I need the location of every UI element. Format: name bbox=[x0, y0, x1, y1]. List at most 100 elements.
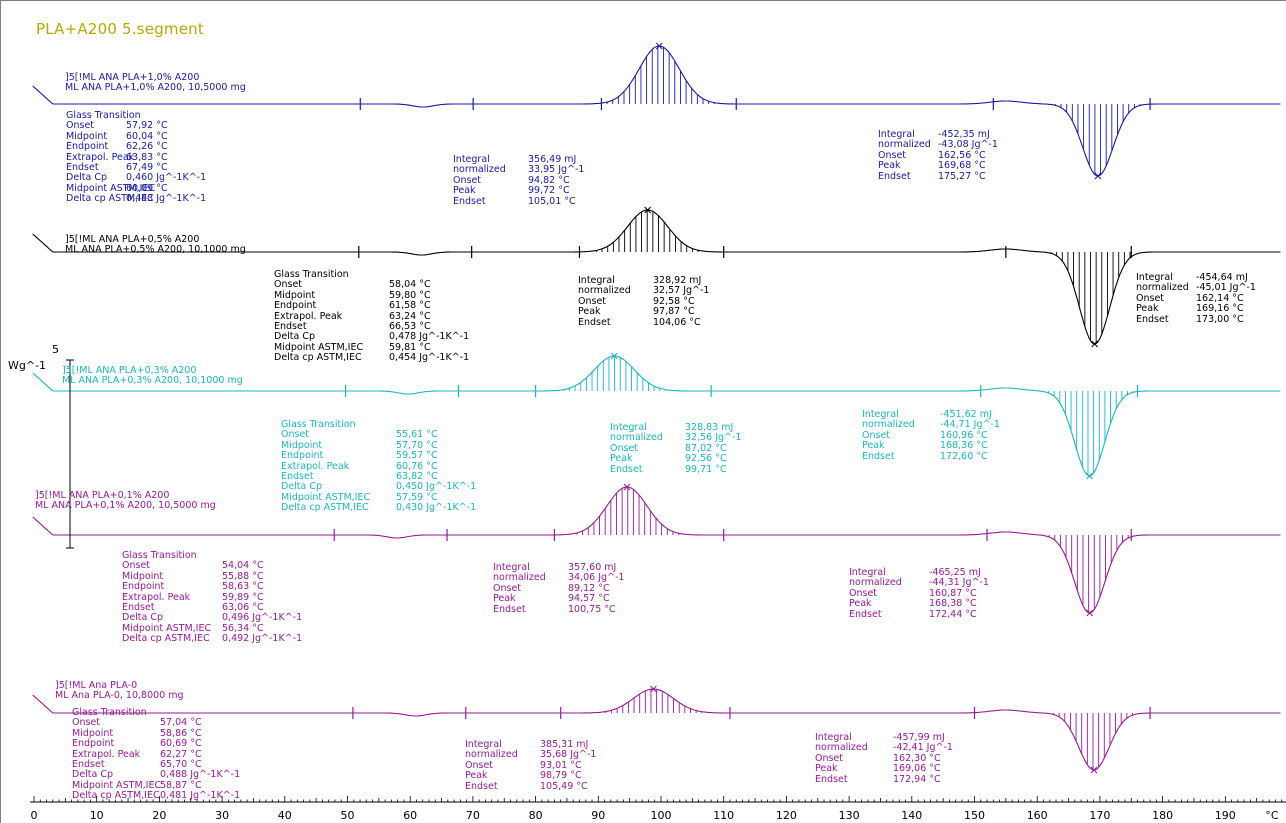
block-row: Endset 99,71 °C bbox=[610, 463, 741, 475]
row-value: -452,35 mJ bbox=[938, 129, 990, 140]
row-value: -451,62 mJ bbox=[940, 409, 992, 420]
block-row: Extrapol. Peak 63,83 °C bbox=[66, 152, 206, 163]
row-value: 357,60 mJ bbox=[568, 562, 617, 573]
row-key: Endset bbox=[878, 170, 911, 182]
glass-transition-block: Glass Transition Onset 58,04 °C Midpoint 59,… bbox=[274, 269, 469, 364]
block-row: Endset 104,06 °C bbox=[578, 317, 709, 328]
x-tick-label: 70 bbox=[466, 809, 480, 822]
row-key: Onset bbox=[578, 295, 607, 307]
row-value: 168,36 °C bbox=[940, 440, 988, 452]
block-row: Onset 160,87 °C bbox=[849, 587, 989, 599]
row-key: Peak bbox=[849, 598, 872, 610]
block-row: Endset 175,27 °C bbox=[878, 170, 998, 182]
block-row: Endpoint 61,58 °C bbox=[274, 300, 469, 311]
row-key: Endset bbox=[493, 603, 526, 615]
row-value: 160,87 °C bbox=[929, 587, 977, 599]
row-value: 92,58 °C bbox=[653, 295, 695, 307]
row-key: Integral bbox=[453, 154, 490, 165]
row-key: Endset bbox=[66, 162, 99, 174]
row-key: Onset bbox=[862, 429, 891, 441]
curve-sample: ML ANA PLA+0,3% A200, 10,1000 mg bbox=[62, 375, 243, 387]
peak-marker bbox=[655, 42, 663, 50]
row-value: 66,53 °C bbox=[389, 321, 431, 333]
row-value: 60,76 °C bbox=[396, 460, 438, 472]
block-header: Glass Transition bbox=[66, 110, 141, 121]
block-row: Midpoint 58,86 °C bbox=[72, 728, 240, 739]
row-key: Endset bbox=[610, 463, 643, 475]
row-value: 175,27 °C bbox=[938, 170, 986, 182]
block-row: Peak 168,38 °C bbox=[849, 598, 989, 610]
block-row: Peak 168,36 °C bbox=[862, 440, 1000, 452]
block-row: Endpoint 59,57 °C bbox=[281, 450, 476, 462]
curve-sample: ML ANA PLA+1,0% A200, 10,5000 mg bbox=[65, 82, 246, 94]
block-header: Glass Transition bbox=[281, 419, 356, 430]
block-row: Endset 100,75 °C bbox=[493, 603, 624, 615]
row-key: Integral bbox=[849, 567, 886, 578]
peak-marker bbox=[1086, 472, 1093, 480]
block-row: Endset 63,06 °C bbox=[122, 602, 302, 613]
x-tick-label: 90 bbox=[591, 809, 605, 822]
block-row: Onset 162,30 °C bbox=[815, 752, 953, 764]
row-key: Midpoint ASTM,IEC bbox=[281, 491, 371, 503]
block-row: Midpoint ASTM,IEC 59,81 °C bbox=[274, 342, 469, 353]
block-row: Integral 356,49 mJ bbox=[453, 154, 584, 165]
block-row: Delta Cp 0,488 Jg^-1K^-1 bbox=[72, 770, 240, 781]
block-row: normalized 35,68 Jg^-1 bbox=[465, 749, 597, 761]
peak-marker bbox=[1091, 340, 1098, 348]
row-key: Endset bbox=[862, 450, 895, 462]
row-key: normalized bbox=[849, 577, 902, 589]
row-value: 162,14 °C bbox=[1196, 292, 1244, 304]
block-row: Extrapol. Peak 60,76 °C bbox=[281, 460, 476, 472]
x-tick-label: 190 bbox=[1215, 809, 1236, 822]
block-row: Integral -465,25 mJ bbox=[849, 567, 989, 578]
row-value: 56,34 °C bbox=[222, 622, 264, 634]
row-value: 94,82 °C bbox=[528, 174, 570, 186]
row-value: 0,450 Jg^-1K^-1 bbox=[396, 481, 477, 493]
row-key: Peak bbox=[578, 306, 601, 318]
block-row: Midpoint 59,80 °C bbox=[274, 290, 469, 301]
block-row: Integral 385,31 mJ bbox=[465, 739, 596, 750]
block-row: Extrapol. Peak 62,27 °C bbox=[72, 748, 240, 760]
row-key: Delta cp ASTM,IEC bbox=[274, 352, 362, 364]
peak-marker bbox=[623, 483, 631, 491]
block-row: Integral 357,60 mJ bbox=[493, 562, 624, 573]
row-value: 67,49 °C bbox=[126, 162, 168, 174]
crystallization-block: Integral 357,60 mJ normalized 34,06 Jg^-1 O… bbox=[493, 562, 624, 615]
scale-bar-value: 5 bbox=[52, 343, 59, 356]
row-value: 328,83 mJ bbox=[685, 422, 734, 433]
block-row: Peak 92,56 °C bbox=[610, 453, 741, 464]
row-key: Onset bbox=[453, 174, 482, 186]
curve-2 bbox=[32, 209, 1281, 345]
row-key: Extrapol. Peak bbox=[72, 748, 141, 760]
block-row: Endset 172,44 °C bbox=[849, 609, 989, 620]
block-header: Glass Transition bbox=[274, 269, 349, 280]
row-key: normalized bbox=[862, 419, 915, 431]
row-key: Peak bbox=[453, 185, 476, 197]
peak-marker bbox=[1086, 609, 1094, 617]
row-key: normalized bbox=[815, 742, 868, 754]
row-value: 57,59 °C bbox=[396, 491, 438, 503]
row-key: Endpoint bbox=[72, 738, 115, 750]
melting-block: Integral -452,35 mJ normalized -43,08 Jg^-… bbox=[878, 129, 998, 182]
row-value: 100,75 °C bbox=[568, 603, 616, 615]
curve-name: ]5[!ML Ana PLA-0 bbox=[55, 680, 138, 691]
row-value: 63,24 °C bbox=[389, 310, 431, 322]
block-row: Delta cp ASTM,IEC 0,492 Jg^-1K^-1 bbox=[122, 633, 302, 644]
row-value: 0,481 Jg^-1K^-1 bbox=[160, 790, 241, 802]
row-key: Midpoint ASTM,IEC bbox=[122, 622, 212, 634]
row-value: 59,57 °C bbox=[396, 450, 438, 462]
melting-block: Integral -454,64 mJ normalized -45,01 Jg^-… bbox=[1136, 272, 1256, 325]
block-row: Delta cp ASTM,IEC 0,481 Jg^-1K^-1 bbox=[72, 790, 241, 802]
row-value: 55,88 °C bbox=[222, 570, 264, 582]
curve-name: ]5[!ML ANA PLA+0,3% A200 bbox=[62, 365, 197, 376]
row-value: 168,38 °C bbox=[929, 598, 977, 610]
row-key: Peak bbox=[878, 160, 901, 172]
block-row: Integral -452,35 mJ bbox=[878, 129, 998, 140]
row-value: 60,04 °C bbox=[126, 130, 168, 142]
row-value: 169,16 °C bbox=[1196, 303, 1244, 315]
curve-label: ]5[!ML Ana PLA-0 ML Ana PLA-0, 10,8000 mg bbox=[55, 680, 184, 702]
row-value: 87,02 °C bbox=[685, 442, 727, 454]
row-value: 98,79 °C bbox=[540, 770, 582, 782]
row-value: 35,68 Jg^-1 bbox=[540, 749, 597, 761]
row-value: 162,30 °C bbox=[893, 752, 941, 764]
